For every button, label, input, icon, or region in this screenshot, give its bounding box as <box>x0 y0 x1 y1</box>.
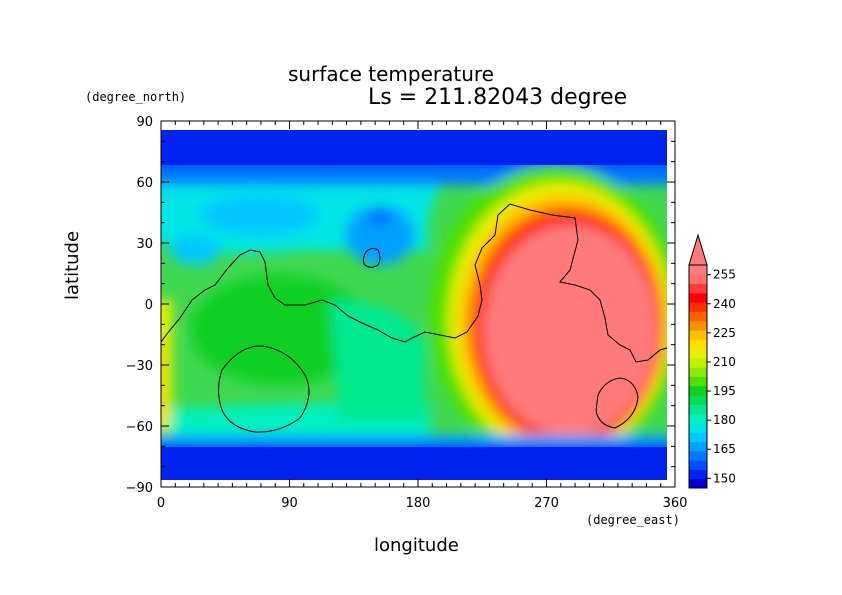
y-tick-label: −60 <box>126 420 153 435</box>
x-unit-label: (degree_east) <box>586 513 680 527</box>
colorbar-swatch <box>689 265 707 275</box>
colorbar-swatch <box>689 450 707 461</box>
colorbar-swatch <box>689 274 707 285</box>
y-tick-label: 0 <box>145 298 153 313</box>
colorbar-label: 210 <box>713 355 736 369</box>
colorbar-swatch <box>689 404 707 415</box>
colorbar-swatch <box>689 395 707 405</box>
colorbar-label: 150 <box>713 471 736 485</box>
y-tick-label: −30 <box>126 359 153 374</box>
colorbar-label: 255 <box>713 268 736 282</box>
colorbar-swatch <box>689 302 707 312</box>
colorbar-swatch <box>689 441 707 452</box>
colorbar-swatch <box>689 460 707 470</box>
colorbar-label: 165 <box>713 442 736 456</box>
colorbar-extend-arrow <box>688 233 708 266</box>
colorbar-label: 240 <box>713 297 736 311</box>
x-axis-label: longitude <box>374 535 459 556</box>
colorbar-swatch <box>689 339 707 350</box>
x-tick-label: 180 <box>406 496 431 511</box>
colorbar-swatch <box>689 367 707 377</box>
y-tick-label: −90 <box>126 481 153 496</box>
x-tick-label: 90 <box>281 496 298 511</box>
colorbar-label: 225 <box>713 326 736 340</box>
colorbar-swatch <box>689 357 707 368</box>
contour-line-island <box>362 247 381 268</box>
colorbar-swatch <box>689 478 707 489</box>
axes: 0 90 180 270 360 90 60 30 0 −30 −60 −90 <box>126 115 688 511</box>
y-unit-label: (degree_north) <box>85 90 187 104</box>
x-tick-label: 0 <box>157 496 165 511</box>
y-tick-label: 60 <box>136 176 153 191</box>
x-tick-label: 360 <box>663 496 688 511</box>
colorbar-swatch <box>689 376 707 387</box>
colorbar-swatch <box>689 469 707 480</box>
colorbar-swatch <box>689 330 707 340</box>
colorbar-label: 180 <box>713 413 736 427</box>
colorbar-swatch <box>689 320 707 331</box>
chart-title: surface temperature <box>288 62 494 86</box>
contour-line-basin <box>218 345 310 433</box>
colorbar-swatch <box>689 432 707 443</box>
colorbar-swatch <box>689 422 707 433</box>
chart-subtitle: Ls = 211.82043 degree <box>368 85 628 110</box>
colorbar-swatch <box>689 348 707 359</box>
y-tick-label: 90 <box>136 115 153 130</box>
colorbar-swatch <box>689 311 707 322</box>
colorbar-swatch <box>689 413 707 424</box>
colorbar-swatch <box>689 283 707 294</box>
colorbar-swatch <box>689 292 707 303</box>
colorbar-swatch <box>689 385 707 396</box>
contour-line-main <box>161 203 668 363</box>
field-warm-core <box>483 224 657 436</box>
x-tick-label: 270 <box>534 496 559 511</box>
colorbar: 150 165 180 195 210 225 240 255 <box>688 233 736 489</box>
contour-line-south-ring <box>595 377 639 429</box>
colorbar-frame <box>688 264 708 489</box>
y-tick-label: 30 <box>136 237 153 252</box>
colorbar-label: 195 <box>713 384 736 398</box>
heatmap-field <box>161 121 675 487</box>
